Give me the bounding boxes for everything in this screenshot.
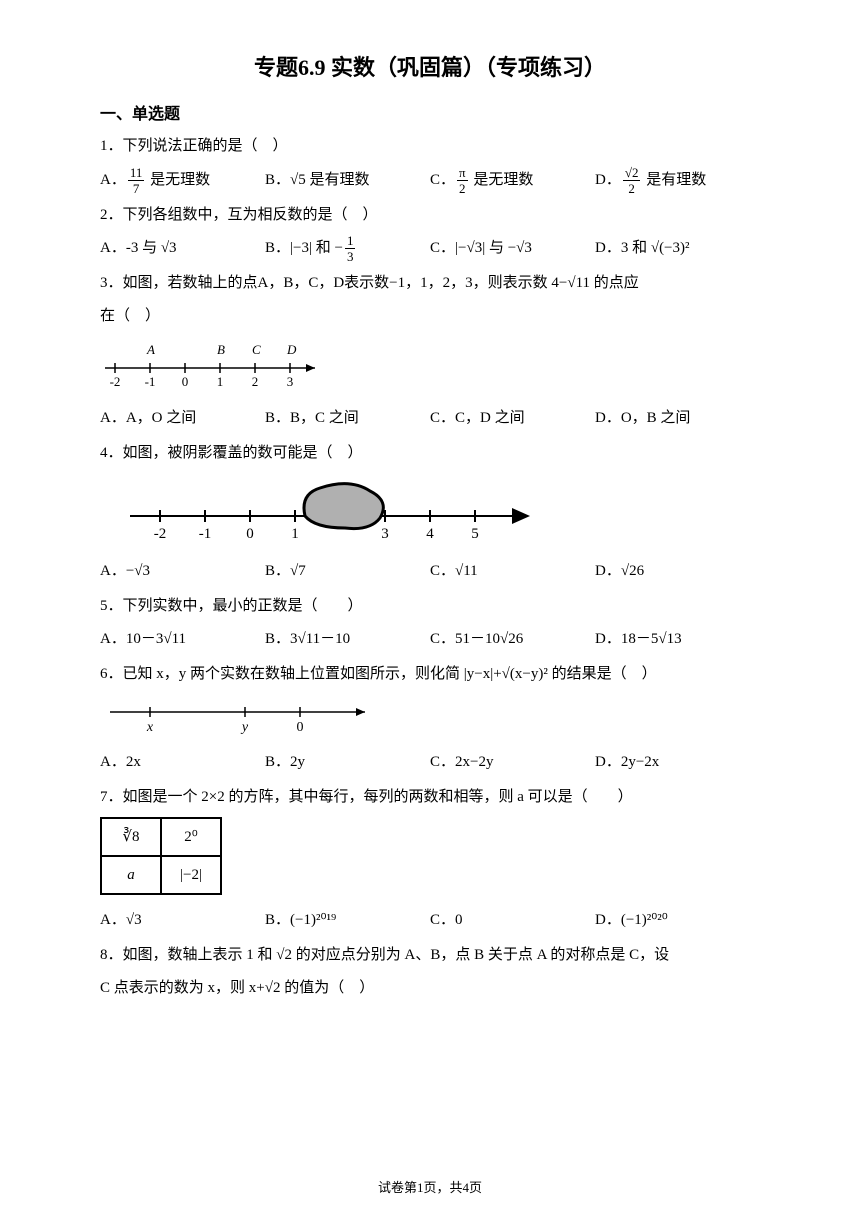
svg-text:D: D — [286, 342, 297, 357]
svg-text:3: 3 — [287, 374, 294, 389]
grid-cell-tr: 2⁰ — [161, 818, 221, 856]
q3-text-1: 3．如图，若数轴上的点A，B，C，D表示数−1，1，2，3，则表示数 4−√11… — [100, 269, 760, 298]
q8-text-2: C 点表示的数为 x，则 x+√2 的值为（ ） — [100, 974, 760, 1003]
q5-opt-c: C．51－10√26 — [430, 624, 595, 654]
svg-text:2: 2 — [252, 374, 259, 389]
q6-opt-a: A．2x — [100, 747, 265, 777]
q1-opt-c: C．π2 是无理数 — [430, 165, 595, 195]
svg-text:1: 1 — [217, 374, 224, 389]
q2-opt-c: C．|−√3| 与 −√3 — [430, 233, 595, 263]
grid-cell-tl: ∛8 — [101, 818, 161, 856]
question-3: 3．如图，若数轴上的点A，B，C，D表示数−1，1，2，3，则表示数 4−√11… — [100, 269, 760, 433]
svg-text:5: 5 — [471, 526, 479, 542]
q5-text: 5．下列实数中，最小的正数是（ ） — [100, 592, 760, 621]
svg-text:x: x — [146, 720, 154, 735]
q5-opt-a: A．10－3√11 — [100, 624, 265, 654]
q2-opt-a: A．-3 与 √3 — [100, 233, 265, 263]
q4-options: A．−√3 B．√7 C．√11 D．√26 — [100, 556, 760, 586]
question-6: 6．已知 x，y 两个实数在数轴上位置如图所示，则化简 |y−x|+√(x−y)… — [100, 660, 760, 777]
q3-opt-c: C．C，D 之间 — [430, 403, 595, 433]
q5-options: A．10－3√11 B．3√11－10 C．51－10√26 D．18－5√13 — [100, 624, 760, 654]
q1-options: A．117 是无理数 B．√5 是有理数 C．π2 是无理数 D．√22 是有理… — [100, 165, 760, 195]
question-5: 5．下列实数中，最小的正数是（ ） A．10－3√11 B．3√11－10 C．… — [100, 592, 760, 655]
number-line-q6: x y 0 — [100, 697, 380, 737]
q6-opt-c: C．2x−2y — [430, 747, 595, 777]
svg-text:y: y — [240, 720, 249, 735]
svg-text:A: A — [146, 342, 155, 357]
page-footer: 试卷第1页，共4页 — [0, 1177, 860, 1196]
svg-text:-1: -1 — [199, 526, 212, 542]
q3-text-2: 在（ ） — [100, 302, 760, 331]
q2-opt-b: B．|−3| 和 −13 — [265, 233, 430, 263]
q7-grid: ∛8 2⁰ a |−2| — [100, 817, 222, 895]
q8-text-1: 8．如图，数轴上表示 1 和 √2 的对应点分别为 A、B，点 B 关于点 A … — [100, 941, 760, 970]
q7-options: A．√3 B．(−1)²⁰¹⁹ C．0 D．(−1)²⁰²⁰ — [100, 905, 760, 935]
q1-text: 1．下列说法正确的是（ ） — [100, 132, 760, 161]
section-header: 一、单选题 — [100, 100, 760, 124]
q3-opt-a: A．A，O 之间 — [100, 403, 265, 433]
q6-text: 6．已知 x，y 两个实数在数轴上位置如图所示，则化简 |y−x|+√(x−y)… — [100, 660, 760, 689]
q4-opt-a: A．−√3 — [100, 556, 265, 586]
svg-text:-2: -2 — [110, 374, 121, 389]
q3-opt-b: B．B，C 之间 — [265, 403, 430, 433]
number-line-q3: A B C D -2 -1 0 1 2 3 — [100, 338, 330, 393]
svg-text:C: C — [252, 342, 261, 357]
q4-opt-c: C．√11 — [430, 556, 595, 586]
q6-opt-b: B．2y — [265, 747, 430, 777]
q3-options: A．A，O 之间 B．B，C 之间 C．C，D 之间 D．O，B 之间 — [100, 403, 760, 433]
q5-opt-b: B．3√11－10 — [265, 624, 430, 654]
question-7: 7．如图是一个 2×2 的方阵，其中每行，每列的两数和相等，则 a 可以是（ ）… — [100, 783, 760, 936]
q7-opt-b: B．(−1)²⁰¹⁹ — [265, 905, 430, 935]
q2-opt-d: D．3 和 √(−3)² — [595, 233, 760, 263]
q7-opt-a: A．√3 — [100, 905, 265, 935]
q2-options: A．-3 与 √3 B．|−3| 和 −13 C．|−√3| 与 −√3 D．3… — [100, 233, 760, 263]
svg-text:0: 0 — [182, 374, 189, 389]
q4-opt-d: D．√26 — [595, 556, 760, 586]
q5-opt-d: D．18－5√13 — [595, 624, 760, 654]
question-2: 2．下列各组数中，互为相反数的是（ ） A．-3 与 √3 B．|−3| 和 −… — [100, 201, 760, 264]
svg-text:3: 3 — [381, 526, 389, 542]
svg-text:-2: -2 — [154, 526, 167, 542]
q1-opt-b: B．√5 是有理数 — [265, 165, 430, 195]
question-4: 4．如图，被阴影覆盖的数可能是（ ） -2 -1 0 1 3 — [100, 439, 760, 586]
q3-opt-d: D．O，B 之间 — [595, 403, 760, 433]
grid-cell-br: |−2| — [161, 856, 221, 894]
q4-opt-b: B．√7 — [265, 556, 430, 586]
svg-text:4: 4 — [426, 526, 434, 542]
q4-text: 4．如图，被阴影覆盖的数可能是（ ） — [100, 439, 760, 468]
q7-opt-d: D．(−1)²⁰²⁰ — [595, 905, 760, 935]
number-line-q4: -2 -1 0 1 3 4 5 — [100, 476, 540, 546]
svg-text:1: 1 — [291, 526, 299, 542]
svg-text:0: 0 — [246, 526, 254, 542]
svg-text:0: 0 — [297, 720, 304, 735]
q3-figure: A B C D -2 -1 0 1 2 3 — [100, 338, 760, 393]
page-title: 专题6.9 实数（巩固篇）（专项练习） — [100, 50, 760, 82]
q4-figure: -2 -1 0 1 3 4 5 — [100, 476, 760, 546]
q7-opt-c: C．0 — [430, 905, 595, 935]
q6-opt-d: D．2y−2x — [595, 747, 760, 777]
question-1: 1．下列说法正确的是（ ） A．117 是无理数 B．√5 是有理数 C．π2 … — [100, 132, 760, 195]
q1-opt-a: A．117 是无理数 — [100, 165, 265, 195]
svg-text:B: B — [217, 342, 225, 357]
q2-text: 2．下列各组数中，互为相反数的是（ ） — [100, 201, 760, 230]
q6-options: A．2x B．2y C．2x−2y D．2y−2x — [100, 747, 760, 777]
q6-figure: x y 0 — [100, 697, 760, 737]
q7-text: 7．如图是一个 2×2 的方阵，其中每行，每列的两数和相等，则 a 可以是（ ） — [100, 783, 760, 812]
svg-text:-1: -1 — [145, 374, 156, 389]
grid-cell-bl: a — [101, 856, 161, 894]
q1-opt-d: D．√22 是有理数 — [595, 165, 760, 195]
question-8: 8．如图，数轴上表示 1 和 √2 的对应点分别为 A、B，点 B 关于点 A … — [100, 941, 760, 1002]
